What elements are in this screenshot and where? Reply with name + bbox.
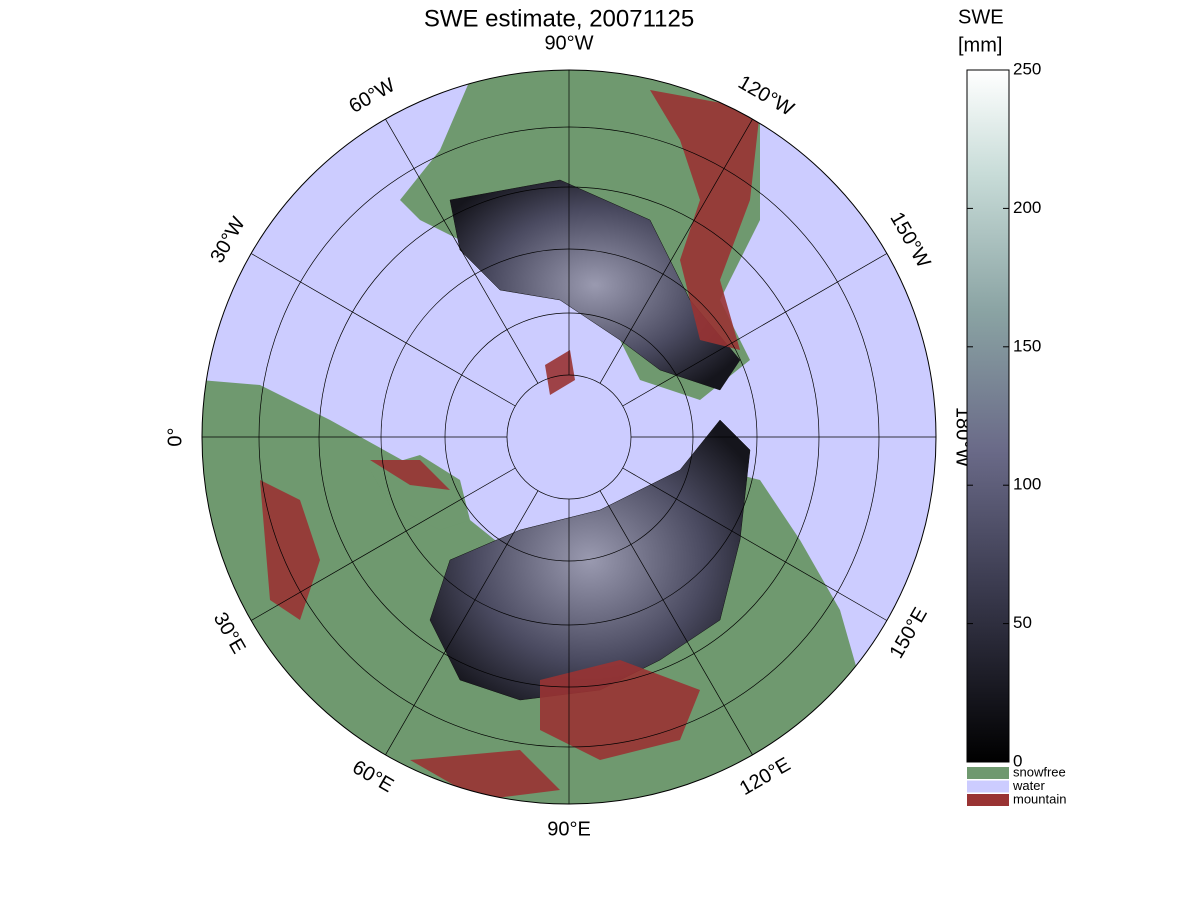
meridian-line: [250, 467, 516, 621]
colorbar-label: [mm]: [958, 34, 1002, 56]
title: SWE estimate, 20071125: [424, 5, 694, 32]
colorbar-tick-label: 200: [1013, 198, 1041, 217]
legend-label: water: [1012, 778, 1045, 793]
meridian-line: [250, 253, 516, 407]
meridian-label: 0°: [164, 427, 186, 446]
mountain-area: [410, 750, 560, 800]
colorbar-scale: [966, 69, 1010, 763]
meridian-label: 150°E: [886, 604, 932, 662]
legend-swatch: [967, 780, 1009, 793]
snow-cover: [449, 179, 741, 391]
snow-cover: [429, 419, 751, 701]
meridian-label: 60°E: [348, 756, 397, 797]
meridian-label: 150°W: [885, 209, 934, 272]
colorbar: SWE [mm] 0 50 100 150 200 250 snowfreewatermount…: [958, 6, 1066, 806]
land: [202, 70, 860, 804]
meridian-line: [599, 490, 753, 756]
colorbar-tick-label: 150: [1013, 336, 1041, 355]
meridian-line: [622, 467, 888, 621]
meridian-label: 30°W: [206, 213, 250, 267]
legend-label: mountain: [1013, 791, 1066, 806]
mountain-area: [540, 660, 700, 760]
meridian-line: [599, 118, 753, 384]
colorbar-tick-label: 250: [1013, 59, 1041, 78]
colorbar-tick-label: 100: [1013, 475, 1041, 494]
legend-label: snowfree: [1013, 764, 1066, 779]
meridian-label: 90°E: [547, 818, 591, 840]
mountain-area: [650, 90, 760, 350]
meridian-label: 90°W: [544, 32, 593, 54]
colorbar-label: SWE: [958, 6, 1004, 28]
meridian-label: 30°E: [209, 609, 250, 658]
map: 0°30°E60°E90°E120°E150°E180°W150°W120°W9…: [164, 32, 973, 840]
legend-swatch: [967, 767, 1009, 779]
colorbar-tick-label: 50: [1013, 613, 1032, 632]
mountain-area: [260, 480, 320, 620]
meridian-line: [622, 253, 888, 407]
meridian-line: [385, 118, 539, 384]
legend-swatch: [967, 794, 1009, 806]
mountain-area: [370, 460, 450, 490]
colorbar-tick-label: 0: [1013, 751, 1022, 770]
meridian-label: 120°W: [734, 71, 797, 120]
meridian-label: 60°W: [345, 74, 399, 118]
mountain-area: [545, 350, 575, 395]
meridian-line: [385, 490, 539, 756]
meridian-label: 120°E: [736, 754, 794, 800]
